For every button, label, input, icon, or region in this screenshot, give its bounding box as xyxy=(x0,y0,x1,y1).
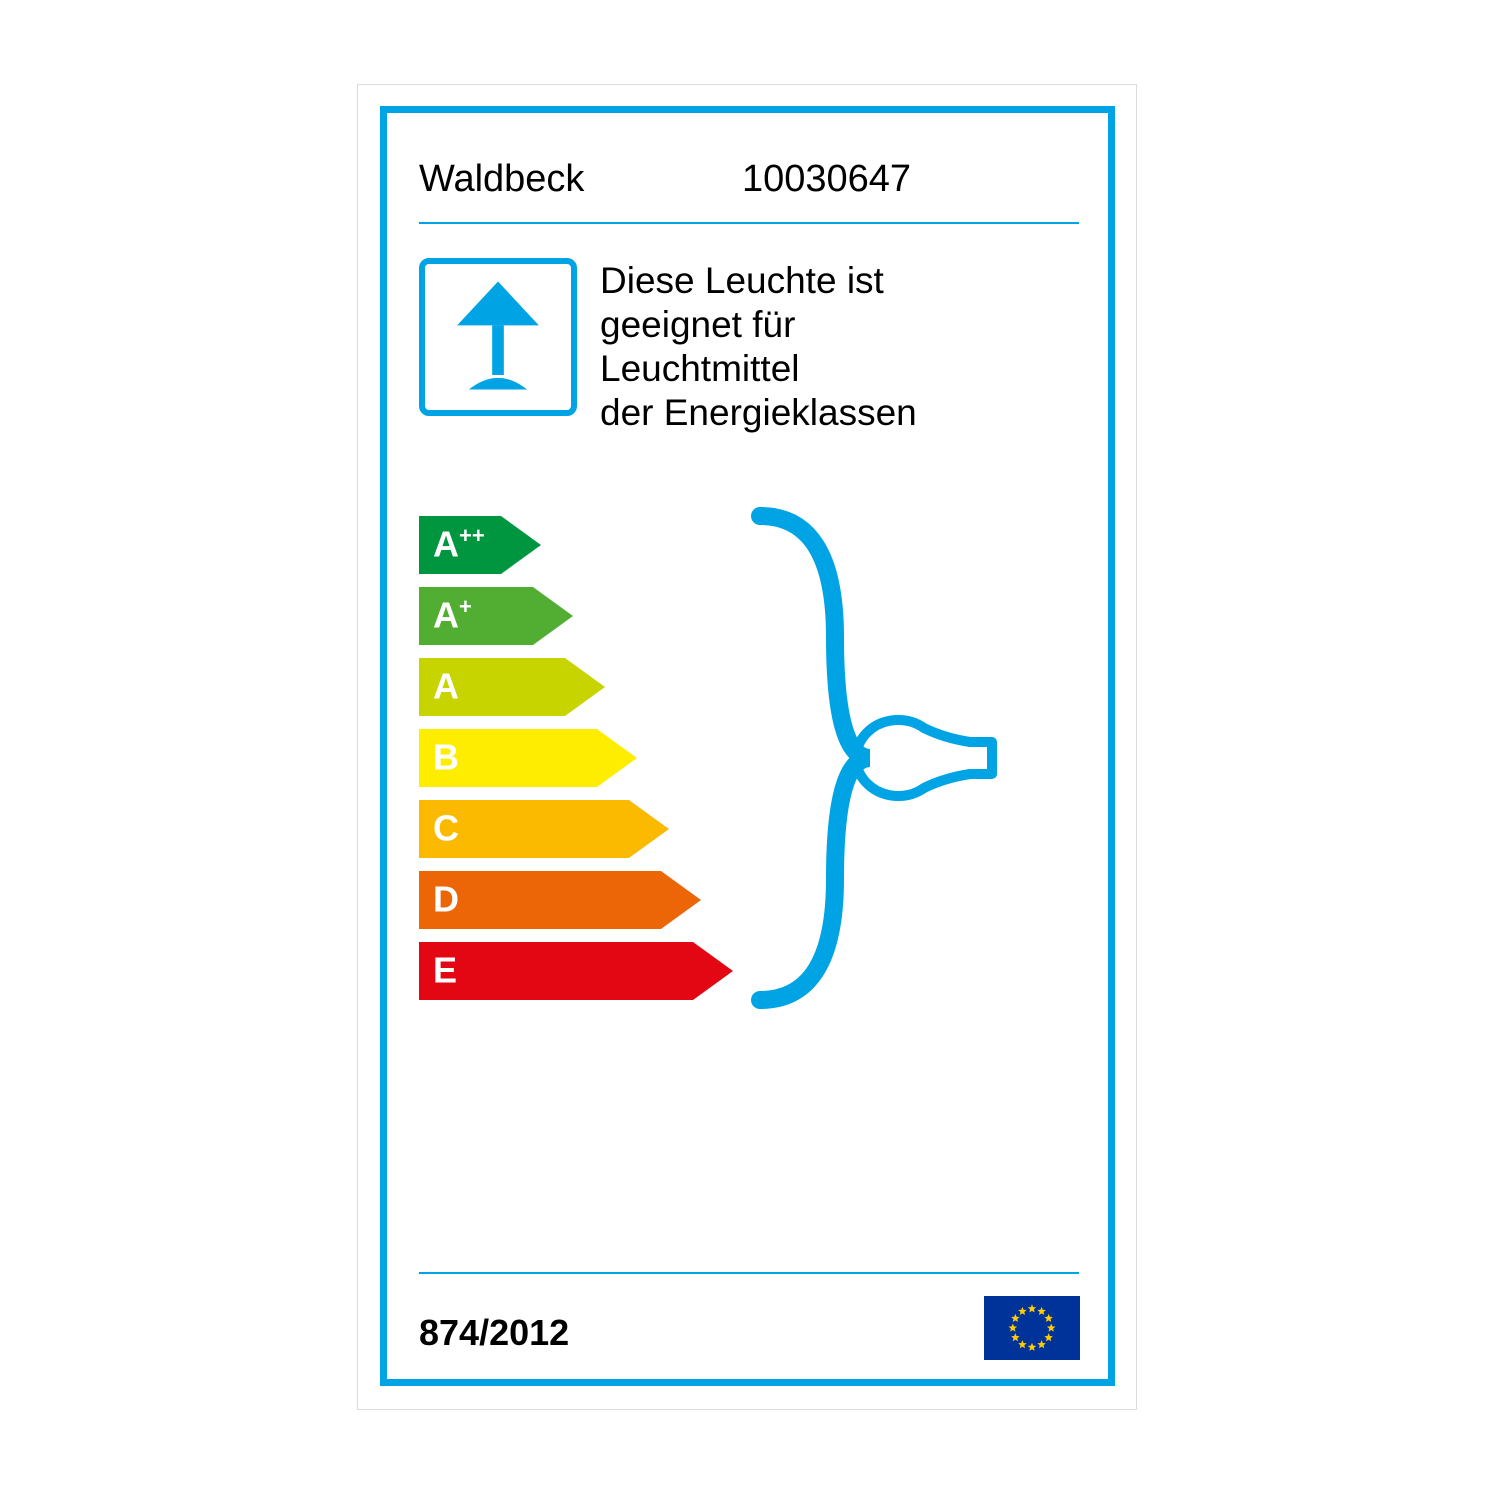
regulation-number: 874/2012 xyxy=(419,1312,569,1354)
eu-flag-icon xyxy=(984,1296,1080,1360)
bulb-icon xyxy=(0,0,1500,1500)
rule-bottom xyxy=(419,1272,1079,1274)
energy-label-canvas: Waldbeck 10030647 Diese Leuchte ist geei… xyxy=(0,0,1500,1500)
